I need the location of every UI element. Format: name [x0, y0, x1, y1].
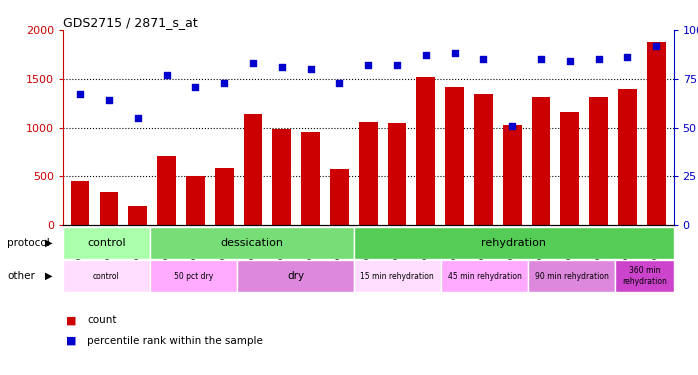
Text: 45 min rehydration: 45 min rehydration [447, 272, 521, 280]
Bar [150, 260, 237, 292]
Bar [589, 97, 608, 225]
Point [622, 54, 633, 60]
Text: 360 min
rehydration: 360 min rehydration [622, 267, 667, 286]
Bar [528, 260, 616, 292]
Bar [157, 156, 176, 225]
Point [507, 123, 518, 129]
Bar [474, 94, 493, 225]
Bar [63, 227, 150, 259]
Bar [532, 97, 551, 225]
Bar [354, 260, 441, 292]
Text: other: other [7, 271, 35, 281]
Text: 50 pct dry: 50 pct dry [174, 272, 214, 280]
Bar [63, 260, 150, 292]
Bar [618, 90, 637, 225]
Bar [359, 122, 378, 225]
Point [276, 64, 288, 70]
Text: ■: ■ [66, 336, 77, 346]
Bar [150, 227, 354, 259]
Point [190, 84, 201, 90]
Point [247, 60, 258, 66]
Text: 90 min rehydration: 90 min rehydration [535, 272, 609, 280]
Point [478, 56, 489, 62]
Point [75, 92, 86, 98]
Bar [417, 77, 435, 225]
Bar [272, 129, 291, 225]
Bar [387, 123, 406, 225]
Text: rehydration: rehydration [481, 238, 546, 248]
Text: control: control [93, 272, 120, 280]
Bar [302, 132, 320, 225]
Point [103, 97, 114, 103]
Text: count: count [87, 315, 117, 325]
Bar [70, 181, 89, 225]
Bar [616, 260, 674, 292]
Text: GDS2715 / 2871_s_at: GDS2715 / 2871_s_at [63, 16, 198, 29]
Text: ▶: ▶ [45, 238, 52, 248]
Point [420, 53, 431, 58]
Bar [354, 227, 674, 259]
Text: dry: dry [287, 271, 304, 281]
Bar [503, 124, 521, 225]
Bar [237, 260, 354, 292]
Bar [244, 114, 262, 225]
Point [449, 50, 460, 56]
Point [218, 80, 230, 86]
Bar [445, 87, 464, 225]
Point [161, 72, 172, 78]
Point [651, 43, 662, 49]
Bar [128, 206, 147, 225]
Point [305, 66, 316, 72]
Bar [647, 42, 666, 225]
Point [564, 58, 575, 64]
Text: protocol: protocol [7, 238, 50, 248]
Point [132, 115, 143, 121]
Text: percentile rank within the sample: percentile rank within the sample [87, 336, 263, 346]
Text: control: control [87, 238, 126, 248]
Bar [330, 169, 349, 225]
Point [362, 62, 373, 68]
Bar [441, 260, 528, 292]
Text: ■: ■ [66, 315, 77, 325]
Point [535, 56, 547, 62]
Text: ▶: ▶ [45, 271, 52, 281]
Bar [100, 192, 118, 225]
Bar [215, 168, 234, 225]
Point [392, 62, 403, 68]
Bar [560, 112, 579, 225]
Point [593, 56, 604, 62]
Text: dessication: dessication [221, 238, 283, 248]
Bar [186, 176, 205, 225]
Point [334, 80, 345, 86]
Text: 15 min rehydration: 15 min rehydration [360, 272, 434, 280]
